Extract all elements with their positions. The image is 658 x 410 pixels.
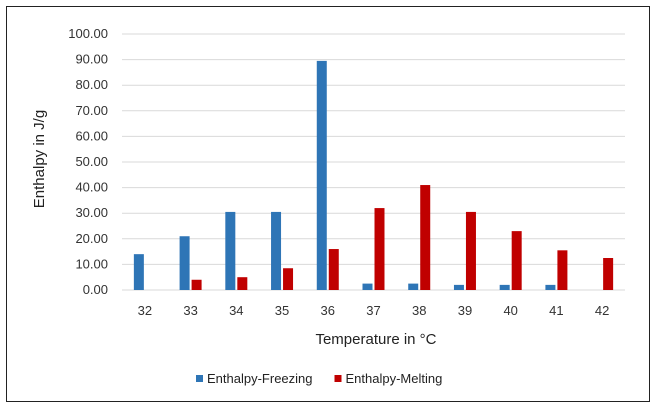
bar-enthalpy-melting (191, 279, 202, 290)
x-tick-label: 33 (183, 303, 197, 318)
bar-enthalpy-melting (603, 258, 614, 290)
legend-label: Enthalpy-Freezing (207, 371, 313, 386)
bar-enthalpy-freezing (545, 284, 556, 290)
y-tick-label: 10.00 (75, 256, 108, 271)
x-tick-label: 41 (549, 303, 563, 318)
bar-enthalpy-melting (557, 250, 568, 290)
y-axis-title: Enthalpy in J/g (31, 110, 48, 208)
bar-enthalpy-freezing (453, 284, 464, 290)
y-tick-label: 60.00 (75, 128, 108, 143)
y-tick-label: 30.00 (75, 205, 108, 220)
y-tick-label: 90.00 (75, 52, 108, 67)
bar-enthalpy-melting (237, 277, 248, 290)
bar-enthalpy-melting (374, 208, 385, 290)
x-tick-label: 40 (503, 303, 517, 318)
legend: Enthalpy-Freezing Enthalpy-Melting (196, 371, 442, 386)
bars (133, 60, 614, 290)
x-tick-label: 35 (275, 303, 289, 318)
chart-frame (6, 6, 650, 402)
y-tick-label: 70.00 (75, 103, 108, 118)
y-tick-label: 80.00 (75, 77, 108, 92)
legend-label: Enthalpy-Melting (346, 371, 443, 386)
y-tick-label: 20.00 (75, 231, 108, 246)
x-tick-label: 36 (321, 303, 335, 318)
bar-enthalpy-freezing (316, 60, 327, 290)
bar-enthalpy-freezing (133, 254, 144, 290)
bar-enthalpy-melting (328, 249, 339, 290)
gridlines (122, 33, 625, 291)
x-tick-label: 32 (138, 303, 152, 318)
x-tick-label: 42 (595, 303, 609, 318)
bar-enthalpy-melting (511, 231, 522, 290)
x-axis-title: Temperature in °C (315, 331, 436, 348)
legend-swatch (196, 375, 203, 382)
legend-swatch (334, 375, 342, 382)
bar-enthalpy-melting (420, 185, 431, 290)
bar-enthalpy-freezing (271, 211, 282, 290)
bar-enthalpy-freezing (225, 211, 236, 290)
bar-enthalpy-freezing (408, 283, 419, 290)
x-tick-label: 38 (412, 303, 426, 318)
y-tick-label: 0.00 (83, 282, 108, 297)
bar-enthalpy-melting (465, 211, 476, 290)
y-tick-labels: 0.00 10.00 20.00 30.00 40.00 50.00 60.00 70.00 8… (68, 26, 108, 297)
bar-enthalpy-freezing (499, 284, 510, 290)
y-tick-label: 50.00 (75, 154, 108, 169)
bar-enthalpy-freezing (179, 236, 190, 290)
bar-enthalpy-freezing (362, 283, 373, 290)
y-tick-label: 40.00 (75, 180, 108, 195)
x-tick-label: 37 (366, 303, 380, 318)
x-tick-label: 39 (458, 303, 472, 318)
x-tick-label: 34 (229, 303, 243, 318)
y-tick-label: 100.00 (68, 26, 108, 41)
x-tick-labels: 32 33 34 35 36 37 38 39 40 41 42 (138, 303, 610, 318)
bar-enthalpy-melting (283, 268, 294, 290)
